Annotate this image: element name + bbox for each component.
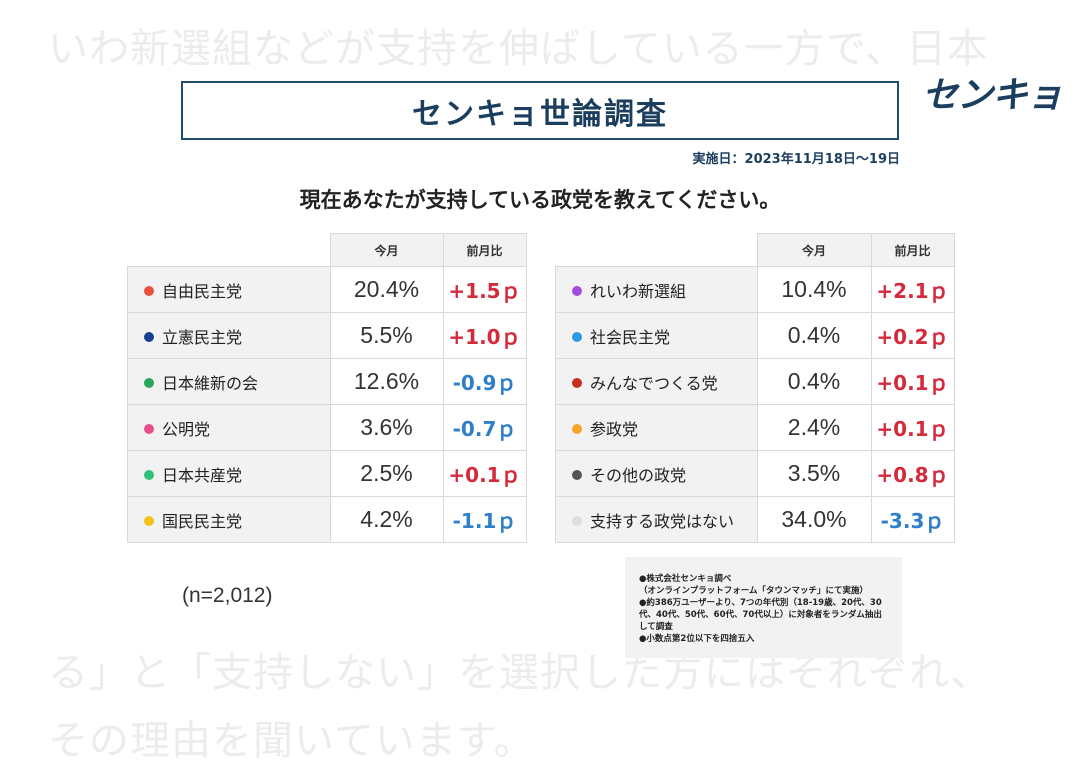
- change-value: +0.2ｐ: [870, 312, 955, 359]
- survey-notes: ●株式会社センキョ調べ （オンラインプラットフォーム「タウンマッチ」にて実施） …: [625, 557, 902, 658]
- party-name-cell: 立憲民主党: [127, 312, 331, 359]
- background-text-bottom-1: る」と「支持しない」を選択した方にはそれぞれ、: [48, 650, 992, 696]
- current-value: 3.5%: [756, 450, 872, 497]
- table-row: 自由民主党 20.4% +1.5ｐ: [127, 266, 527, 313]
- survey-date: 実施日：2023年11月18日〜19日: [692, 152, 900, 167]
- table-row: 参政党 2.4% +0.1ｐ: [555, 404, 955, 451]
- senkyo-logo: センキョ: [922, 75, 1063, 116]
- party-color-dot-icon: [144, 470, 154, 480]
- party-name: 公明党: [162, 419, 211, 439]
- header-blank: [128, 234, 331, 267]
- party-name-cell: 参政党: [555, 404, 758, 451]
- party-color-dot-icon: [144, 424, 154, 434]
- party-name: 支持する政党はない: [590, 511, 735, 531]
- background-text-bottom-2: その理由を聞いています。: [48, 718, 535, 764]
- party-name: 立憲民主党: [162, 327, 243, 347]
- party-color-dot-icon: [144, 378, 154, 388]
- survey-question: 現在あなたが支持している政党を教えてください。: [299, 188, 781, 212]
- current-value: 3.6%: [329, 404, 444, 451]
- party-name-cell: みんなでつくる党: [555, 358, 758, 405]
- party-name-cell: 国民民主党: [127, 496, 331, 543]
- change-value: +1.5ｐ: [442, 266, 527, 313]
- current-value: 5.5%: [329, 312, 444, 359]
- current-value: 0.4%: [756, 312, 872, 359]
- table-row: 社会民主党 0.4% +0.2ｐ: [555, 312, 955, 359]
- table-row: その他の政党 3.5% +0.8ｐ: [555, 450, 955, 497]
- party-name-cell: 社会民主党: [555, 312, 758, 359]
- current-value: 34.0%: [756, 496, 872, 543]
- table-row: 立憲民主党 5.5% +1.0ｐ: [127, 312, 527, 359]
- party-name-cell: 自由民主党: [127, 266, 331, 313]
- party-name: その他の政党: [590, 465, 687, 485]
- party-name: 日本維新の会: [162, 373, 259, 393]
- party-name-cell: 支持する政党はない: [555, 496, 758, 543]
- party-name-cell: 公明党: [127, 404, 331, 451]
- current-value: 2.5%: [329, 450, 444, 497]
- party-name-cell: 日本維新の会: [127, 358, 331, 405]
- table-row: みんなでつくる党 0.4% +0.1ｐ: [555, 358, 955, 405]
- party-name: 日本共産党: [162, 465, 243, 485]
- column-header-change: 前月比: [870, 233, 955, 267]
- change-value: +0.1ｐ: [442, 450, 527, 497]
- header-blank: [556, 234, 758, 267]
- party-table-left: 今月 前月比 自由民主党 20.4% +1.5ｐ 立憲民主党 5.5% +1.0ｐ 日本維新…: [127, 233, 527, 543]
- party-color-dot-icon: [144, 516, 154, 526]
- note-line: （オンラインプラットフォーム「タウンマッチ」にて実施）: [639, 586, 868, 596]
- change-value: +1.0ｐ: [442, 312, 527, 359]
- party-name: れいわ新選組: [590, 281, 687, 301]
- chart-title: センキョ世論調査: [412, 96, 668, 132]
- note-line: ●小数点第2位以下を四捨五入: [639, 634, 755, 644]
- party-table-right: 今月 前月比 れいわ新選組 10.4% +2.1ｐ 社会民主党 0.4% +0.2ｐ みんな…: [555, 233, 955, 543]
- table-row: 日本共産党 2.5% +0.1ｐ: [127, 450, 527, 497]
- party-name: みんなでつくる党: [590, 373, 718, 393]
- party-name-cell: その他の政党: [555, 450, 758, 497]
- change-value: -3.3ｐ: [870, 496, 955, 543]
- party-color-dot-icon: [572, 286, 582, 296]
- current-value: 10.4%: [756, 266, 872, 313]
- change-value: -0.7ｐ: [442, 404, 527, 451]
- current-value: 12.6%: [329, 358, 444, 405]
- change-value: +2.1ｐ: [870, 266, 955, 313]
- party-name-cell: 日本共産党: [127, 450, 331, 497]
- current-value: 0.4%: [756, 358, 872, 405]
- change-value: +0.1ｐ: [870, 404, 955, 451]
- table-row: れいわ新選組 10.4% +2.1ｐ: [555, 266, 955, 313]
- note-line: ●株式会社センキョ調べ: [639, 574, 732, 584]
- column-header-current: 今月: [329, 233, 444, 267]
- table-row: 国民民主党 4.2% -1.1ｐ: [127, 496, 527, 543]
- current-value: 20.4%: [329, 266, 444, 313]
- party-name: 国民民主党: [162, 511, 243, 531]
- party-color-dot-icon: [572, 424, 582, 434]
- party-color-dot-icon: [144, 332, 154, 342]
- party-name-cell: れいわ新選組: [555, 266, 758, 313]
- current-value: 2.4%: [756, 404, 872, 451]
- change-value: +0.8ｐ: [870, 450, 955, 497]
- table-row: 日本維新の会 12.6% -0.9ｐ: [127, 358, 527, 405]
- party-name: 社会民主党: [590, 327, 671, 347]
- sample-size: (n=2,012): [182, 584, 273, 607]
- party-color-dot-icon: [144, 286, 154, 296]
- column-header-change: 前月比: [442, 233, 527, 267]
- change-value: -1.1ｐ: [442, 496, 527, 543]
- party-color-dot-icon: [572, 378, 582, 388]
- party-name: 参政党: [590, 419, 639, 439]
- chart-title-box: センキョ世論調査: [181, 81, 899, 140]
- column-header-current: 今月: [756, 233, 872, 267]
- party-color-dot-icon: [572, 332, 582, 342]
- change-value: +0.1ｐ: [870, 358, 955, 405]
- party-color-dot-icon: [572, 516, 582, 526]
- party-color-dot-icon: [572, 470, 582, 480]
- table-row: 公明党 3.6% -0.7ｐ: [127, 404, 527, 451]
- party-name: 自由民主党: [162, 281, 243, 301]
- table-row: 支持する政党はない 34.0% -3.3ｐ: [555, 496, 955, 543]
- change-value: -0.9ｐ: [442, 358, 527, 405]
- note-line: ●約386万ユーザーより、7つの年代別（18-19歳、20代、30代、40代、5…: [639, 598, 882, 632]
- current-value: 4.2%: [329, 496, 444, 543]
- background-text-top: いわ新選組などが支持を伸ばしている一方で、日本: [48, 26, 989, 72]
